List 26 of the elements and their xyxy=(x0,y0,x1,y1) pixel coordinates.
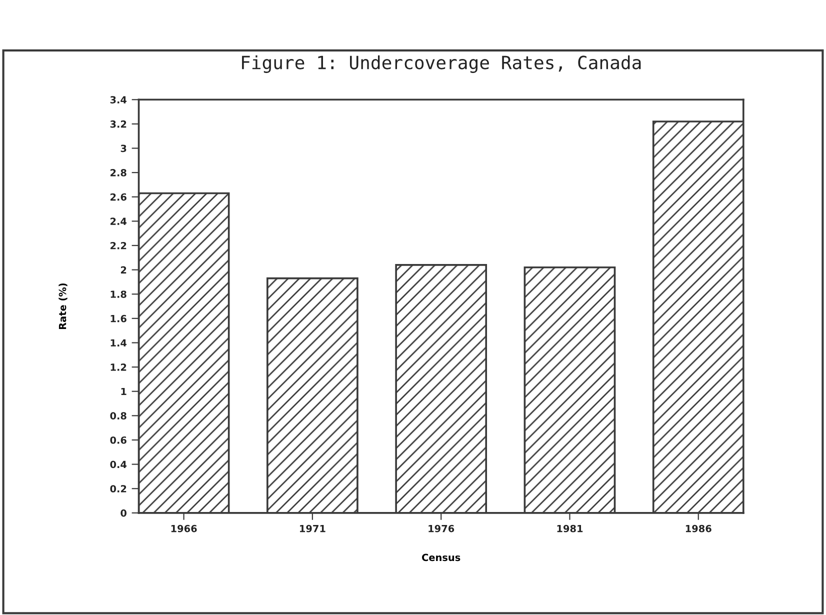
x-tick-label: 1971 xyxy=(300,524,326,532)
y-tick-label: 1.8 xyxy=(110,290,126,298)
y-tick-label: 3.4 xyxy=(110,96,127,104)
x-tick-label: 1976 xyxy=(428,524,454,532)
y-tick-label: 2.6 xyxy=(110,193,126,201)
x-axis-title: Census xyxy=(422,554,460,562)
y-tick-label: 2.2 xyxy=(110,242,126,250)
y-tick-label: 3 xyxy=(120,144,126,152)
y-tick-label: 1.6 xyxy=(110,314,126,322)
y-tick-label: 2.8 xyxy=(110,169,126,176)
y-tick-label: 2 xyxy=(120,266,126,274)
y-tick-label: 1 xyxy=(121,388,126,396)
y-tick-label: 0.8 xyxy=(110,412,126,420)
y-tick-label: 1.4 xyxy=(110,339,127,346)
x-tick-label: 1966 xyxy=(171,524,197,532)
x-tick-label: 1981 xyxy=(557,524,583,532)
y-axis-title: Rate (%) xyxy=(58,283,68,330)
chart-title: Figure 1: Undercoverage Rates, Canada xyxy=(242,55,641,73)
y-tick-label: 0.4 xyxy=(110,460,127,468)
y-tick-label: 1.2 xyxy=(110,364,126,371)
y-tick-label: 3.2 xyxy=(110,120,126,128)
y-tick-label: 0 xyxy=(120,509,126,517)
y-tick-label: 0.2 xyxy=(110,485,126,492)
x-tick-label: 1986 xyxy=(686,524,712,532)
y-tick-label: 2.4 xyxy=(110,218,127,225)
y-tick-label: 0.6 xyxy=(110,436,126,444)
